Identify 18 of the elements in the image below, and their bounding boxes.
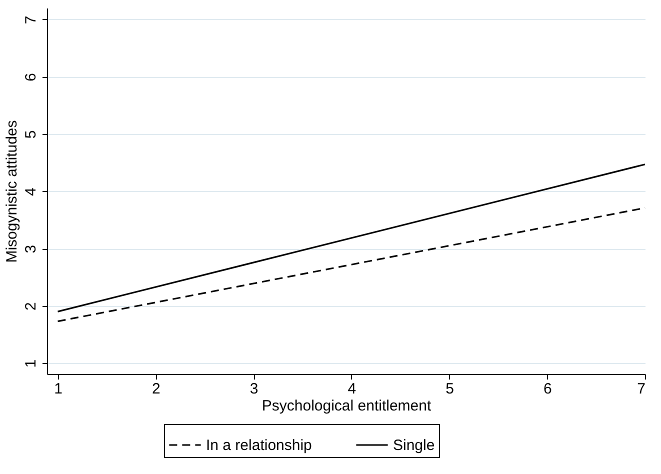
y-axis-title: Misogynistic attitudes xyxy=(4,120,20,263)
x-tick-label: 4 xyxy=(348,380,356,398)
legend-label: In a relationship xyxy=(206,437,312,454)
x-tick-label: 2 xyxy=(152,380,160,398)
y-tick-label: 6 xyxy=(22,73,40,82)
y-tick-label: 5 xyxy=(22,130,40,139)
y-tick-label: 7 xyxy=(22,16,40,24)
x-axis-title: Psychological entitlement xyxy=(262,398,432,414)
x-tick-label: 6 xyxy=(543,380,552,398)
y-tick-label: 2 xyxy=(22,302,40,311)
y-tick-label: 3 xyxy=(22,244,40,254)
legend-label: Single xyxy=(393,437,435,454)
x-tick-label: 5 xyxy=(446,380,454,398)
y-tick-label: 4 xyxy=(22,188,40,196)
y-tick-label: 1 xyxy=(22,359,40,368)
x-tick-label: 1 xyxy=(54,380,62,398)
x-tick-label: 3 xyxy=(250,380,258,398)
x-tick-label: 7 xyxy=(637,380,646,398)
